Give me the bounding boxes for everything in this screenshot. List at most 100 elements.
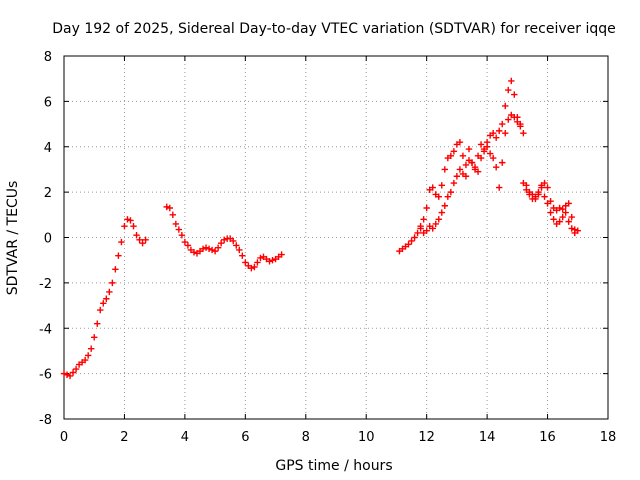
data-point [486,150,494,157]
data-point [423,204,430,212]
data-point [514,118,521,125]
data-point [559,205,566,213]
data-point [517,123,524,130]
grid-lines [64,56,608,419]
data-point [236,246,243,254]
data-point [450,148,458,155]
data-point [574,227,581,234]
data-point [438,209,445,216]
data-point [254,259,261,266]
data-point [520,129,527,137]
data-point [541,193,548,200]
x-tick-label: 2 [120,430,128,445]
data-point [565,200,572,207]
y-tick-label: -2 [39,277,52,292]
data-point [239,252,246,259]
data-point [269,256,276,264]
data-point [435,193,442,200]
data-point [106,288,113,296]
data-point [453,173,461,180]
data-point [169,211,176,219]
data-point [505,116,512,123]
x-axis-label: GPS time / hours [275,458,392,474]
data-point [423,227,430,234]
data-point [450,179,458,187]
series-segment-1 [60,216,149,380]
data-point [489,154,497,162]
data-point [441,166,448,173]
data-point [63,371,71,378]
data-point [420,216,427,223]
data-point [202,244,210,251]
data-point [471,166,479,173]
series-segment-4 [417,111,581,237]
data-point [109,279,116,287]
data-point [456,139,464,146]
data-point [556,204,563,212]
data-point [468,159,476,166]
data-point [408,237,415,245]
data-point [559,213,566,221]
data-point [447,188,455,196]
data-point [217,239,225,247]
data-point [257,254,264,262]
data-point [480,148,488,155]
data-point [556,218,563,225]
data-point [139,239,146,247]
data-point [505,86,512,94]
data-point [483,143,491,150]
data-point [233,242,240,249]
data-point [547,209,554,216]
data-point [184,242,192,249]
data-point [502,102,509,110]
data-point [220,236,228,243]
data-point [211,247,219,255]
x-tick-label: 6 [241,430,249,445]
data-point [163,203,170,211]
data-point [60,370,68,377]
x-tick-label: 12 [418,430,435,445]
data-point [544,200,551,207]
data-point [562,209,569,216]
data-point [69,369,77,376]
data-point [511,114,518,121]
data-point [550,216,557,223]
data-point [411,234,418,241]
data-point [199,245,207,253]
data-point [97,306,104,314]
data-point [181,238,189,246]
data-point [248,264,255,272]
data-point [205,245,213,253]
data-point [489,129,497,137]
data-point [441,202,448,209]
axis-ticks: 0 2 4 6 8 10 12 14 16 18 -8 -6 -4 -2 0 2 4 6 8 [39,50,616,445]
data-point [429,184,436,191]
x-tick-label: 0 [60,430,68,445]
data-point [251,263,258,271]
data-point [492,134,500,141]
data-point [511,91,518,98]
data-point [462,173,470,180]
data-point [544,184,551,191]
data-point [444,193,452,200]
y-tick-label: -4 [39,322,52,337]
data-point [103,295,110,302]
data-point [432,220,439,228]
data-point [492,163,500,171]
data-point [520,179,527,187]
y-tick-label: 4 [44,141,52,156]
data-point [538,184,545,191]
data-points [60,77,581,380]
data-point [208,246,216,254]
data-point [115,252,122,259]
data-point [94,320,101,327]
data-point [88,345,95,352]
data-point [499,120,506,128]
x-tick-label: 10 [358,430,375,445]
data-point [417,225,424,232]
data-point [429,225,436,232]
data-point [266,258,273,265]
y-tick-label: 2 [44,186,52,201]
data-point [133,232,140,239]
data-point [172,220,180,228]
